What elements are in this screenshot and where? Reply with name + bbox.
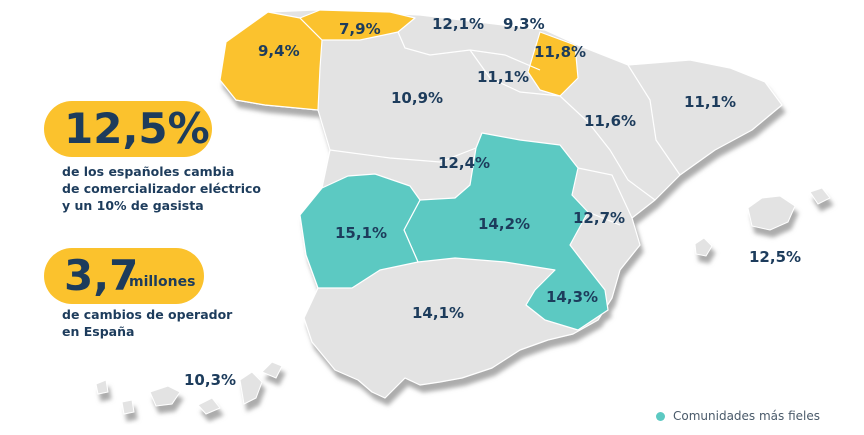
stat-switch-rate-badge: 12,5% [44,101,212,157]
region-canarias [95,361,283,415]
stat-operator-changes-text: de cambios de operador en España [62,306,232,340]
label-galicia: 9,4% [258,42,300,60]
stat-switch-rate-line: de los españoles cambia [62,164,235,179]
label-navarra: 11,8% [534,43,587,61]
stat-operator-changes-line: en España [62,324,135,339]
label-canarias: 10,3% [184,371,237,389]
label-la-rioja: 11,1% [477,68,530,86]
stat-switch-rate-line: y un 10% de gasista [62,198,204,213]
legend-teal-dot-icon [656,412,665,421]
label-asturias: 7,9% [339,20,381,38]
map-legend: Comunidades más fieles [656,409,820,423]
label-murcia: 14,3% [546,288,599,306]
label-pais-vasco: 9,3% [503,15,545,33]
stat-operator-changes-unit: millones [129,274,196,290]
stat-operator-changes-badge: 3,7 millones [44,248,204,304]
label-castilla-la-mancha: 14,2% [478,215,531,233]
label-cantabria: 12,1% [432,15,485,33]
label-baleares: 12,5% [749,248,802,266]
label-extremadura: 15,1% [335,224,388,242]
stat-switch-rate-value: 12,5% [64,104,210,153]
label-castilla-leon: 10,9% [391,89,444,107]
stat-operator-changes-value: 3,7 [64,251,139,300]
region-baleares [694,187,831,257]
label-cataluna: 11,1% [684,93,737,111]
region-asturias [299,9,416,41]
stat-switch-rate-line: de comercializador eléctrico [62,181,261,196]
label-madrid: 12,4% [438,154,491,172]
legend-label: Comunidades más fieles [673,409,821,423]
stat-operator-changes-line: de cambios de operador [62,307,233,322]
label-andalucia: 14,1% [412,304,465,322]
region-galicia [219,11,323,111]
label-valencia: 12,7% [573,209,626,227]
label-aragon: 11,6% [584,112,637,130]
stat-switch-rate-text: de los españoles cambia de comercializad… [62,163,261,214]
region-extremadura [299,173,421,289]
